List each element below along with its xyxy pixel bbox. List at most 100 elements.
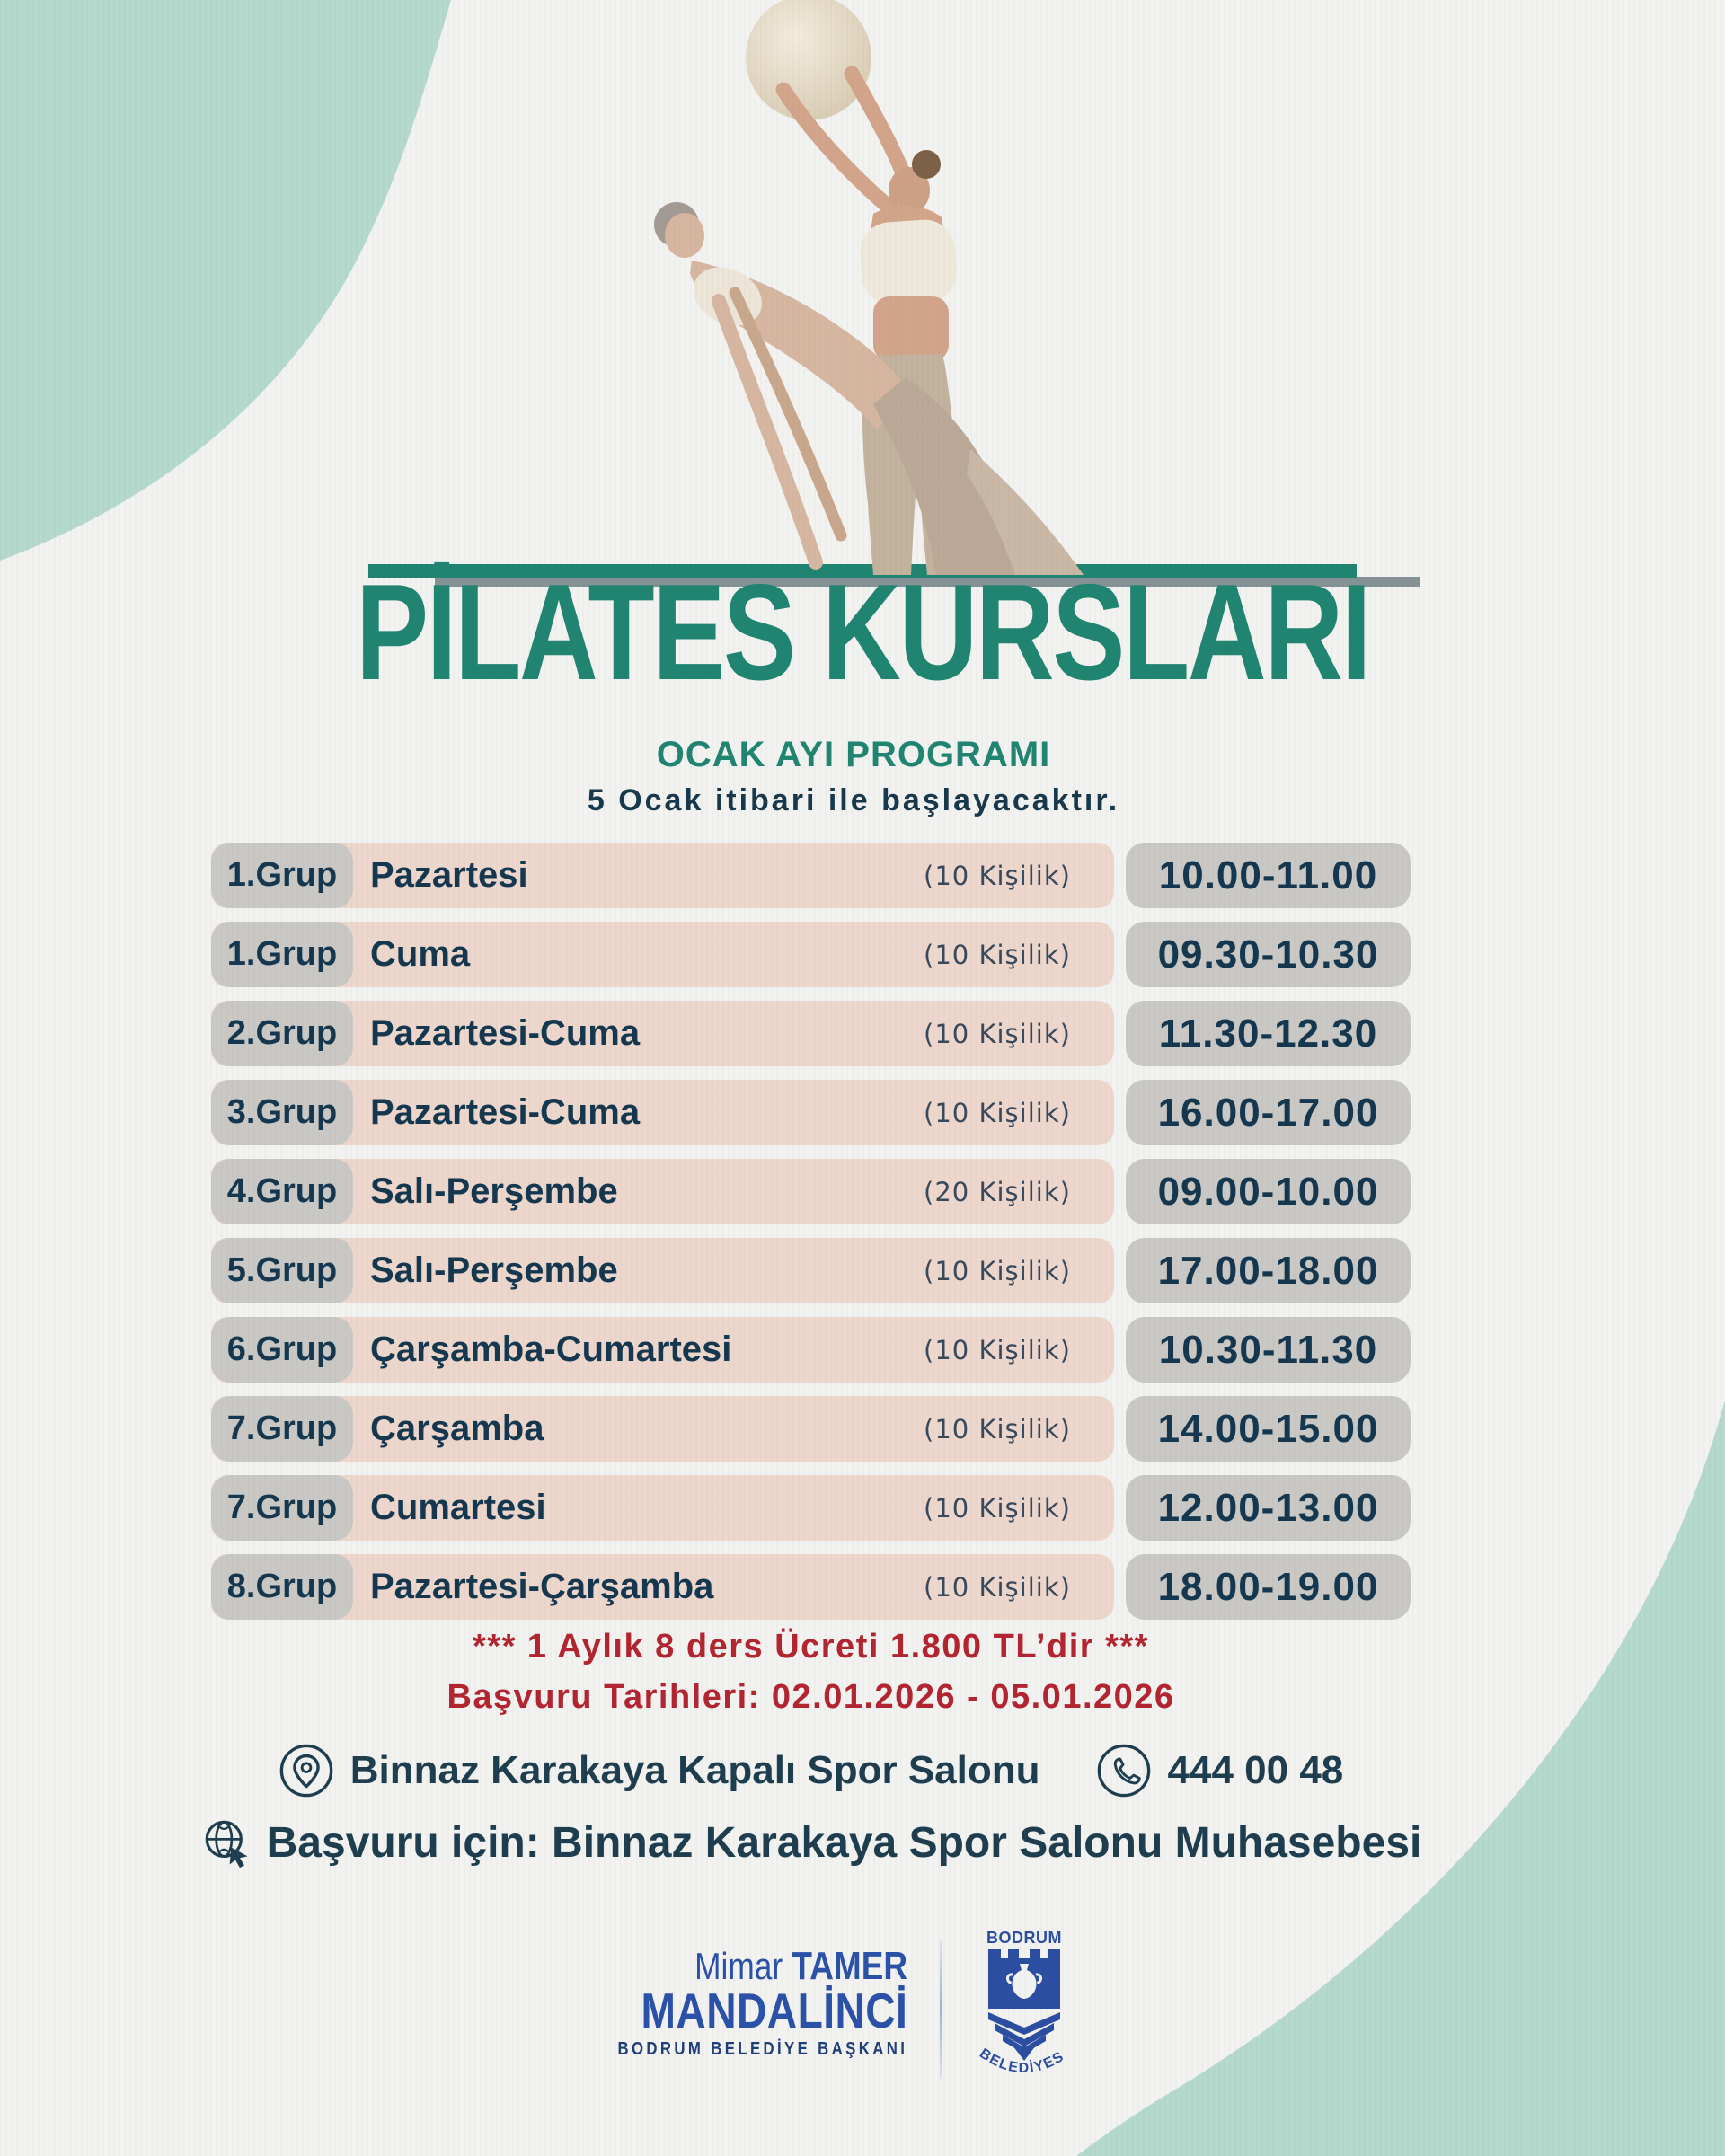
schedule-row: 1.Grup Cuma (10 Kişilik) 09.30-10.30 — [211, 922, 1411, 987]
row-background — [211, 1317, 1114, 1383]
capacity-label: (10 Kişilik) — [924, 1256, 1071, 1286]
time-pill: 10.30-11.30 — [1126, 1317, 1411, 1383]
time-pill: 18.00-19.00 — [1126, 1554, 1411, 1620]
row-background — [211, 1475, 1114, 1541]
days-label: Cuma — [370, 934, 471, 974]
capacity-label: (10 Kişilik) — [924, 1572, 1071, 1603]
logo-top-text: BODRUM — [986, 1929, 1062, 1947]
group-label: 7.Grup — [226, 1489, 338, 1526]
days-label: Pazartesi-Cuma — [370, 1013, 641, 1053]
amphora-shape — [1012, 1964, 1037, 1999]
mint-blob-bottom-right — [1076, 1400, 1725, 2156]
row-background — [211, 1554, 1114, 1620]
time-pill: 09.30-10.30 — [1126, 922, 1411, 987]
time-label: 09.00-10.00 — [1157, 1170, 1379, 1214]
time-label: 17.00-18.00 — [1157, 1249, 1379, 1293]
group-label: 4.Grup — [226, 1172, 338, 1210]
row-background — [211, 1080, 1114, 1145]
time-label: 11.30-12.30 — [1158, 1012, 1378, 1056]
stretching-model — [654, 202, 1084, 575]
time-label: 09.30-10.30 — [1157, 932, 1379, 976]
group-pill: 2.Grup — [211, 1001, 353, 1066]
application-label: Başvuru için: Binnaz Karakaya Spor Salon… — [266, 1818, 1422, 1867]
time-pill: 10.00-11.00 — [1126, 843, 1411, 908]
mayor-signature: Mimar TAMER MANDALİNCİ BODRUM BELEDİYE B… — [503, 1946, 907, 2064]
schedule-row: 2.Grup Pazartesi-Cuma (10 Kişilik) 11.30… — [211, 1001, 1411, 1066]
location-label: Binnaz Karakaya Kapalı Spor Salonu — [349, 1748, 1040, 1792]
row-background — [211, 1159, 1114, 1224]
group-label: 3.Grup — [226, 1093, 338, 1131]
schedule-row: 7.Grup Cumartesi (10 Kişilik) 12.00-13.0… — [211, 1475, 1411, 1541]
mayor-surname: MANDALİNCİ — [641, 1983, 907, 2038]
page-title-text: PİLATES KURSLARI — [355, 556, 1371, 709]
group-label: 8.Grup — [226, 1568, 338, 1605]
group-label: 1.Grup — [226, 856, 338, 894]
wave-tip — [1013, 2046, 1036, 2061]
title-underline-bar — [368, 564, 1357, 578]
contact-line: Binnaz Karakaya Kapalı Spor Salonu 444 0… — [211, 1743, 1411, 1798]
row-background — [211, 1001, 1114, 1066]
group-pill: 8.Grup — [211, 1554, 353, 1620]
time-label: 12.00-13.00 — [1157, 1486, 1379, 1530]
capacity-label: (20 Kişilik) — [924, 1177, 1071, 1207]
mayor-prefix: Mimar — [694, 1945, 783, 1987]
exercise-ball — [746, 0, 871, 120]
phone-icon — [1097, 1744, 1150, 1798]
days-label: Çarşamba-Cumartesi — [370, 1330, 732, 1369]
wave-chevron-1 — [988, 2012, 1060, 2035]
mayor-name-line: Mimar TAMER — [503, 1946, 907, 1987]
start-date-note: 5 Ocak itibari ile başlayacaktır. — [587, 783, 1120, 817]
application-line: Başvuru için: Binnaz Karakaya Spor Salon… — [144, 1816, 1478, 1869]
time-label: 14.00-15.00 — [1157, 1407, 1379, 1451]
row-background — [211, 922, 1114, 987]
group-label: 5.Grup — [226, 1251, 338, 1289]
time-label: 16.00-17.00 — [1157, 1091, 1379, 1135]
group-pill: 1.Grup — [211, 843, 353, 908]
time-pill: 12.00-13.00 — [1126, 1475, 1411, 1541]
group-pill: 7.Grup — [211, 1475, 353, 1541]
phone-number: 444 00 48 — [1167, 1748, 1344, 1792]
time-label: 10.00-11.00 — [1158, 853, 1378, 897]
time-label: 18.00-19.00 — [1157, 1565, 1379, 1609]
time-pill: 11.30-12.30 — [1126, 1001, 1411, 1066]
group-pill: 6.Grup — [211, 1317, 353, 1383]
footer-divider — [940, 1940, 942, 2079]
price-note: *** 1 Aylık 8 ders Ücreti 1.800 TL’dir *… — [473, 1628, 1149, 1666]
days-label: Çarşamba — [370, 1409, 544, 1448]
days-label: Pazartesi — [370, 855, 528, 895]
schedule-table: 1.Grup Pazartesi (10 Kişilik) 10.00-11.0… — [211, 843, 1411, 1633]
capacity-label: (10 Kişilik) — [924, 940, 1071, 970]
time-label: 10.30-11.30 — [1158, 1328, 1378, 1372]
group-pill: 1.Grup — [211, 922, 353, 987]
group-pill: 4.Grup — [211, 1159, 353, 1224]
group-label: 1.Grup — [226, 935, 338, 973]
row-background — [211, 1396, 1114, 1462]
row-background — [211, 1238, 1114, 1303]
days-label: Salı-Perşembe — [370, 1250, 618, 1290]
capacity-label: (10 Kişilik) — [924, 861, 1071, 891]
schedule-row: 1.Grup Pazartesi (10 Kişilik) 10.00-11.0… — [211, 843, 1411, 908]
row-background — [211, 843, 1114, 908]
schedule-row: 8.Grup Pazartesi-Çarşamba (10 Kişilik) 1… — [211, 1554, 1411, 1620]
capacity-label: (10 Kişilik) — [924, 1098, 1071, 1128]
mayor-first-name: TAMER — [792, 1944, 907, 1988]
time-pill: 17.00-18.00 — [1126, 1238, 1411, 1303]
mayor-title: BODRUM BELEDİYE BAŞKANI — [617, 2039, 907, 2059]
group-pill: 7.Grup — [211, 1396, 353, 1462]
time-pill: 09.00-10.00 — [1126, 1159, 1411, 1224]
pilates-models-photo — [654, 0, 1084, 575]
days-label: Cumartesi — [370, 1488, 546, 1527]
location-pin-icon — [279, 1744, 333, 1798]
schedule-row: 5.Grup Salı-Perşembe (10 Kişilik) 17.00-… — [211, 1238, 1411, 1303]
days-label: Pazartesi-Cuma — [370, 1092, 641, 1132]
group-label: 2.Grup — [226, 1014, 338, 1052]
time-pill: 16.00-17.00 — [1126, 1080, 1411, 1145]
group-pill: 3.Grup — [211, 1080, 353, 1145]
mint-blob-top-left — [0, 0, 451, 561]
schedule-row: 7.Grup Çarşamba (10 Kişilik) 14.00-15.00 — [211, 1396, 1411, 1462]
page-title: PİLATES KURSLARI — [0, 564, 1725, 701]
group-pill: 5.Grup — [211, 1238, 353, 1303]
schedule-row: 6.Grup Çarşamba-Cumartesi (10 Kişilik) 1… — [211, 1317, 1411, 1383]
